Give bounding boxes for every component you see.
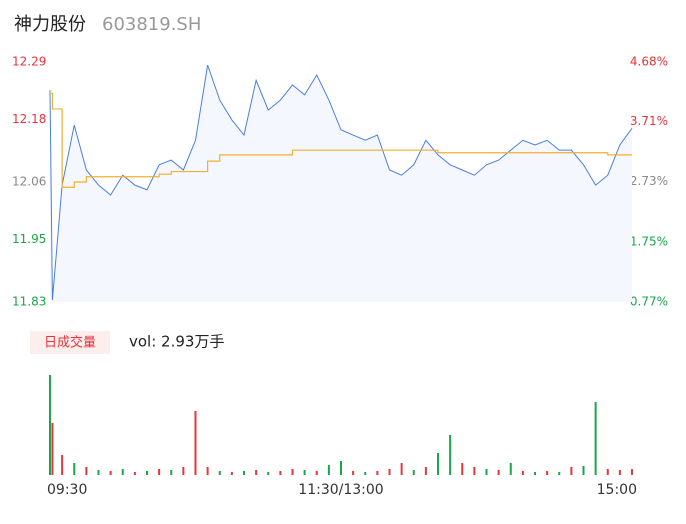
volume-bar (218, 471, 221, 475)
volume-bar (400, 463, 403, 475)
volume-bar (509, 463, 512, 475)
volume-bar (412, 470, 415, 475)
volume-bar (279, 471, 282, 475)
volume-bar (497, 470, 500, 475)
stock-name: 神力股份 (14, 14, 86, 35)
y2-tick-label: 4.68% (630, 55, 668, 69)
volume-bar (85, 467, 88, 475)
legend-box (30, 331, 110, 354)
volume-bar (61, 455, 64, 475)
volume-legend: 日成交量 (44, 335, 96, 351)
volume-bar (243, 471, 245, 475)
volume-bar (534, 472, 536, 475)
volume-bar (352, 471, 355, 475)
volume-bar (291, 469, 294, 475)
volume-bar (606, 469, 609, 475)
volume-bar (255, 470, 258, 475)
volume-bar (424, 467, 427, 475)
y2-tick-label: 0.77% (630, 295, 668, 309)
volume-bar (182, 467, 185, 475)
volume-bar (133, 472, 136, 475)
volume-bar (582, 466, 585, 475)
volume-bar (546, 471, 549, 475)
y-tick-label: 11.83 (12, 295, 46, 309)
volume-bar (340, 461, 342, 475)
volume-bar (267, 472, 270, 475)
volume-bar (449, 435, 452, 475)
volume-bar (73, 463, 76, 475)
volume-bar (158, 469, 161, 475)
y-tick-label: 12.29 (12, 55, 46, 69)
volume-bar (170, 470, 173, 475)
volume-bar (146, 471, 148, 475)
y-tick-label: 11.95 (12, 232, 46, 246)
y2-tick-label: 1.75% (630, 234, 668, 248)
volume-bar (97, 470, 100, 475)
x-tick-label: 09:30 (47, 482, 87, 498)
price-line (49, 64, 633, 300)
volume-bar (618, 470, 621, 475)
x-tick-label: 15:00 (597, 482, 637, 498)
volume-bar (388, 469, 391, 475)
y2-tick-label: 2.73% (630, 174, 668, 188)
y-tick-label: 12.06 (12, 175, 46, 189)
volume-bar (303, 470, 306, 475)
volume-bar (521, 471, 524, 475)
volume-bar (461, 463, 464, 475)
volume-bar (631, 469, 633, 475)
volume-bar (485, 469, 488, 475)
y2-tick-label: 3.71% (630, 114, 668, 128)
volume-bar (594, 402, 597, 475)
price-area (50, 65, 632, 302)
volume-bar (109, 471, 112, 475)
x-tick-label: 11:30/13:00 (298, 482, 383, 498)
volume-bar (558, 472, 561, 475)
volume-bar (230, 472, 233, 475)
volume-bar (49, 375, 51, 475)
volume-bar (473, 467, 476, 475)
average-line (50, 92, 632, 188)
volume-bar (364, 472, 367, 475)
y-tick-label: 12.18 (12, 112, 46, 126)
volume-bar (315, 471, 318, 475)
volume-bar (376, 471, 379, 475)
stock-code: 603819.SH (102, 14, 201, 35)
volume-bar (437, 453, 439, 475)
volume-bar (194, 411, 197, 475)
volume-bar (51, 423, 54, 475)
volume-bar (121, 469, 124, 475)
volume-bar (327, 465, 330, 475)
volume-label: vol: 2.93万手 (129, 333, 224, 351)
volume-bar (206, 467, 209, 475)
volume-bar (570, 467, 573, 475)
